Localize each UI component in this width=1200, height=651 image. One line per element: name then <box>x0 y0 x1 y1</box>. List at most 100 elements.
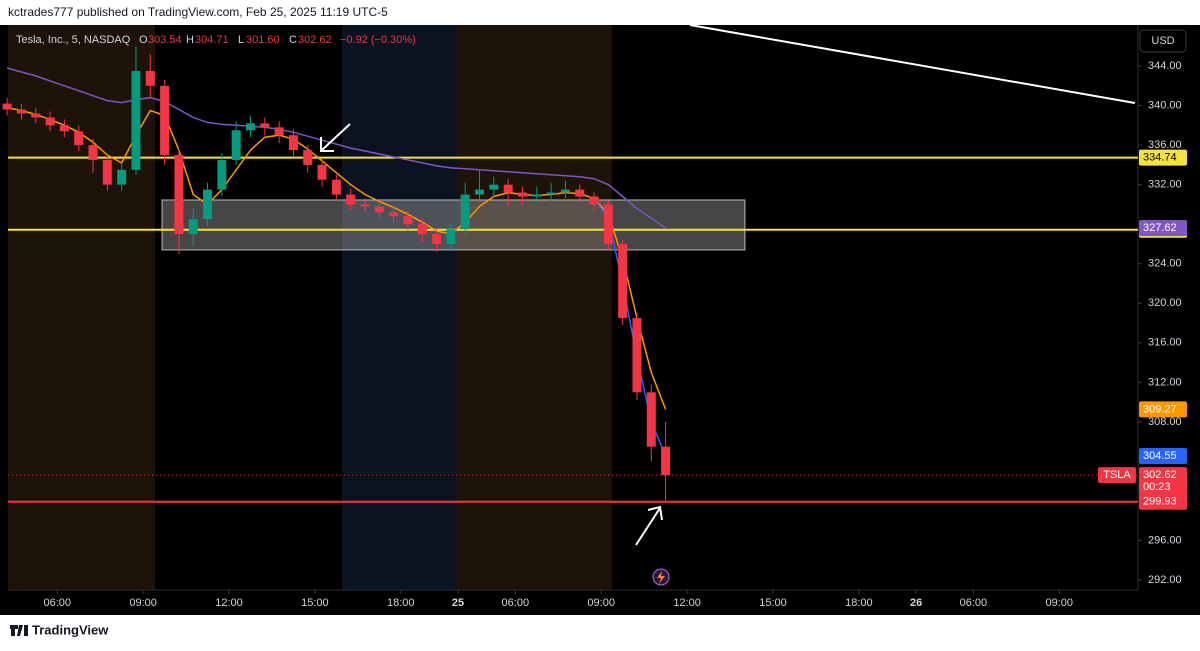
symbol-tag-bg <box>1098 467 1136 484</box>
candle-body <box>618 243 628 319</box>
x-tick-label: 18:00 <box>387 597 415 609</box>
x-tick-label: 12:00 <box>215 597 243 609</box>
level-label: 299.93 <box>1143 496 1177 508</box>
y-tick-label: 344.00 <box>1148 60 1182 72</box>
x-tick-label: 09:00 <box>587 597 615 609</box>
moving-average <box>6 106 667 410</box>
o-label: O <box>139 34 148 46</box>
candle-body <box>231 130 241 160</box>
y-tick-label: 332.00 <box>1148 179 1182 191</box>
candle-body <box>446 229 456 244</box>
y-tick-label: 320.00 <box>1148 297 1182 309</box>
candle-body <box>532 194 542 197</box>
candle-body <box>2 103 12 110</box>
arrow <box>635 505 663 546</box>
candle-body <box>632 318 642 393</box>
candle-body <box>360 204 370 207</box>
currency-button[interactable] <box>1139 29 1187 53</box>
brand: TradingView <box>32 622 109 637</box>
candle-body <box>403 216 413 225</box>
x-tick-label: 09:00 <box>1046 597 1074 609</box>
currency: USD <box>1151 35 1174 47</box>
candle-body <box>260 123 270 128</box>
x-tick-label: 25 <box>452 597 464 609</box>
change: −0.92 (−0.30%) <box>340 34 416 46</box>
candle-body <box>245 123 255 131</box>
candle-body <box>646 392 656 447</box>
candle-body <box>131 70 141 170</box>
candle-body <box>489 184 499 190</box>
level-label: 334.74 <box>1143 151 1177 163</box>
countdown: 00:23 <box>1143 481 1171 493</box>
candle-body <box>203 189 213 220</box>
footer-bar <box>0 615 1200 646</box>
header-bar <box>0 0 1200 25</box>
candle-body <box>346 194 356 205</box>
candle-body <box>16 109 26 114</box>
level-label-bg <box>1139 493 1187 510</box>
candle-body <box>274 127 284 136</box>
brand-logo <box>10 625 28 636</box>
candle-body <box>475 189 485 195</box>
h-value: 304.71 <box>195 34 229 46</box>
y-tick-label: 316.00 <box>1148 337 1182 349</box>
level-label-bg <box>1139 149 1187 166</box>
candle-body <box>503 184 513 193</box>
candle-body <box>188 219 198 235</box>
x-tick-label: 06:00 <box>502 597 530 609</box>
spark-icon[interactable] <box>652 568 670 586</box>
x-tick-label: 09:00 <box>129 597 157 609</box>
candle-body <box>288 135 298 151</box>
y-tick-label: 296.00 <box>1148 534 1182 546</box>
y-tick-label: 312.00 <box>1148 376 1182 388</box>
ma-label: 327.62 <box>1143 222 1177 234</box>
candle-body <box>331 179 341 195</box>
l-value: 301.60 <box>246 34 280 46</box>
ma-label-bg <box>1139 219 1187 236</box>
legend: Tesla, Inc., 5, NASDAQ O 303.54 H 304.71… <box>16 34 416 46</box>
y-tick-label: 308.00 <box>1148 416 1182 428</box>
candle-body <box>102 159 112 185</box>
y-tick-label: 340.00 <box>1148 99 1182 111</box>
ma-label-bg <box>1139 448 1187 465</box>
candle-body <box>603 204 613 244</box>
trendline <box>689 24 1136 104</box>
candle-body <box>460 194 470 230</box>
afterhours-bg <box>342 25 457 590</box>
x-tick-label: 15:00 <box>301 597 329 609</box>
y-tick-label: 324.00 <box>1148 258 1182 270</box>
y-tick-label: 336.00 <box>1148 139 1182 151</box>
plot <box>2 24 1138 503</box>
candle-body <box>74 131 84 146</box>
h-label: H <box>186 34 194 46</box>
candle-body <box>217 159 227 190</box>
candle-body <box>45 117 55 126</box>
x-tick-label: 12:00 <box>673 597 701 609</box>
last-price-bg <box>1139 467 1187 496</box>
premarket-bg <box>457 25 612 590</box>
y-tick-label: 292.00 <box>1148 574 1182 586</box>
c-value: 302.62 <box>298 34 332 46</box>
candle-body <box>160 85 170 156</box>
candle-body <box>303 150 313 165</box>
last-price: 302.62 <box>1143 469 1177 481</box>
candle-body <box>417 224 427 235</box>
ma-label: 304.55 <box>1143 450 1177 462</box>
symbol-tag: TSLA <box>1103 469 1131 481</box>
symbol: Tesla, Inc., 5, NASDAQ <box>16 34 131 46</box>
x-tick-label: 18:00 <box>845 597 873 609</box>
ma-label-bg <box>1139 401 1187 418</box>
candle-body <box>661 446 671 476</box>
candle-body <box>174 155 184 235</box>
candle-body <box>88 145 98 160</box>
candle-body <box>560 189 570 193</box>
candle-body <box>589 196 599 205</box>
candle-body <box>59 125 69 132</box>
candle-body <box>374 206 384 213</box>
candle-body <box>31 113 41 118</box>
moving-average <box>6 67 667 229</box>
candle-body <box>517 192 527 197</box>
ma-label: 309.27 <box>1143 403 1177 415</box>
